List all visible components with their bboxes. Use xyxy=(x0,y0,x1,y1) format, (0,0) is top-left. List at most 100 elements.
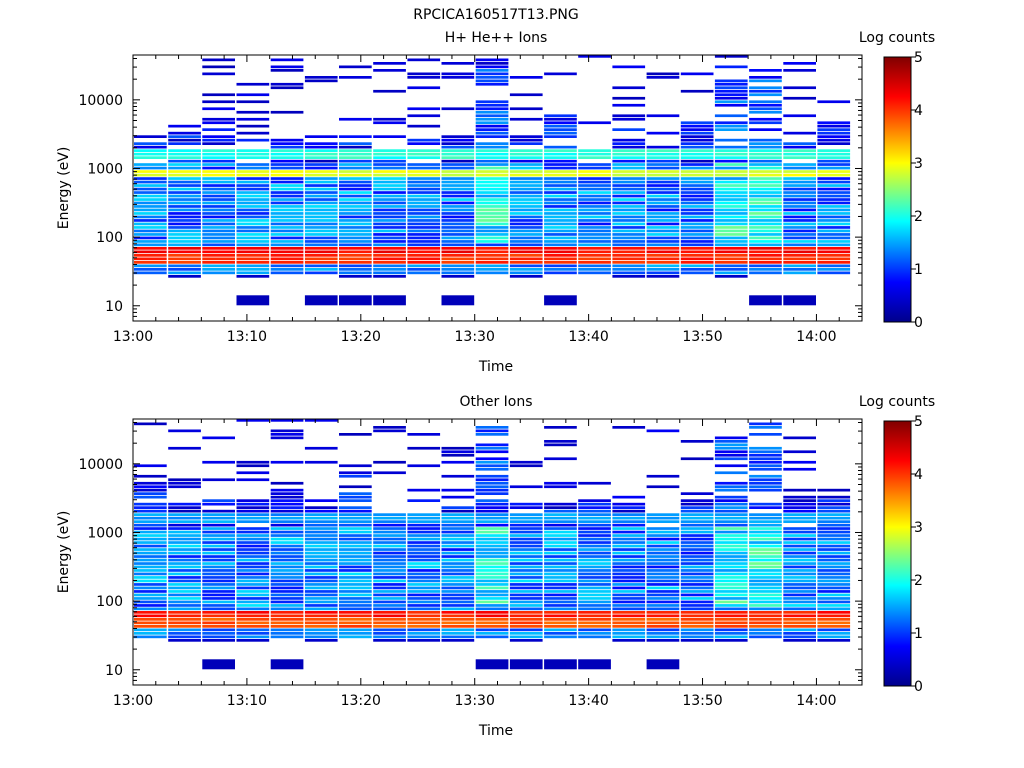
heatmap-cell xyxy=(544,481,577,485)
heatmap-cell xyxy=(339,558,372,562)
heatmap-cell xyxy=(475,121,509,125)
heatmap-cell xyxy=(168,506,201,509)
heatmap-cell xyxy=(783,212,816,215)
heatmap-cell xyxy=(475,628,509,632)
heatmap-cell xyxy=(407,548,441,551)
heatmap-cell xyxy=(509,177,543,180)
heatmap-cell xyxy=(134,145,167,149)
heatmap-cell xyxy=(168,446,201,450)
heatmap-cell xyxy=(134,576,167,579)
heatmap-cell xyxy=(373,537,406,541)
heatmap-cell xyxy=(441,243,475,247)
heatmap-cell xyxy=(714,604,748,607)
heatmap-cell xyxy=(544,593,577,597)
heatmap-cell xyxy=(339,530,372,534)
heatmap-cell xyxy=(612,138,646,142)
heatmap-cell xyxy=(134,226,167,229)
heatmap-cell xyxy=(714,509,748,513)
heatmap-cell xyxy=(304,177,338,180)
heatmap-cell xyxy=(749,625,782,628)
heatmap-cell xyxy=(236,607,270,611)
heatmap-cell xyxy=(134,523,167,527)
heatmap-cell xyxy=(270,600,304,604)
heatmap-cell xyxy=(373,69,406,72)
heatmap-cell xyxy=(339,236,372,240)
heatmap-cell xyxy=(407,583,441,586)
heatmap-cell xyxy=(680,520,714,523)
heatmap-cell xyxy=(612,562,646,565)
heatmap-cell xyxy=(202,597,235,600)
heatmap-cell xyxy=(373,572,406,576)
heatmap-cell xyxy=(509,215,543,219)
heatmap-cell xyxy=(714,170,748,173)
heatmap-cell xyxy=(680,639,714,642)
heatmap-cell xyxy=(544,229,577,233)
heatmap-cell xyxy=(680,205,714,208)
heatmap-cell xyxy=(441,257,475,261)
heatmap-cell xyxy=(168,576,201,579)
heatmap-cell xyxy=(680,264,714,268)
heatmap-cell xyxy=(202,236,235,240)
heatmap-cell xyxy=(304,506,338,509)
heatmap-cell xyxy=(646,177,680,180)
heatmap-cell xyxy=(714,240,748,243)
colorbar-tick-label: 5 xyxy=(914,50,923,66)
heatmap-cell xyxy=(714,82,748,86)
heatmap-cell xyxy=(373,295,406,306)
heatmap-cell xyxy=(783,607,816,611)
heatmap-cell xyxy=(680,618,714,621)
heatmap-cell xyxy=(680,191,714,194)
heatmap-cell xyxy=(202,163,235,166)
heatmap-cell xyxy=(714,611,748,614)
heatmap-cell xyxy=(817,621,851,625)
heatmap-cell xyxy=(578,590,611,593)
heatmap-cell xyxy=(304,562,338,565)
heatmap-cell xyxy=(612,614,646,618)
heatmap-cell xyxy=(168,544,201,548)
heatmap-cell xyxy=(544,233,577,236)
heatmap-cell xyxy=(714,163,748,166)
heatmap-cell xyxy=(714,440,748,443)
heatmap-cell xyxy=(168,513,201,516)
heatmap-cell xyxy=(612,632,646,635)
heatmap-cell xyxy=(714,149,748,152)
heatmap-cell xyxy=(270,163,304,166)
heatmap-cell xyxy=(509,541,543,544)
heatmap-cell xyxy=(680,72,714,76)
heatmap-cell xyxy=(783,628,816,632)
heatmap-cell xyxy=(134,527,167,530)
heatmap-cell xyxy=(578,194,611,198)
heatmap-cell xyxy=(407,247,441,250)
heatmap-cell xyxy=(134,236,167,240)
heatmap-cell xyxy=(373,460,406,464)
heatmap-cell xyxy=(475,76,509,79)
heatmap-cell xyxy=(749,555,782,558)
heatmap-cell xyxy=(373,222,406,226)
heatmap-cell xyxy=(646,527,680,530)
heatmap-cell xyxy=(475,544,509,548)
heatmap-cell xyxy=(578,614,611,618)
heatmap-cell xyxy=(544,247,577,250)
heatmap-cell xyxy=(475,117,509,121)
heatmap-cell xyxy=(680,243,714,247)
heatmap-cell xyxy=(202,576,235,579)
heatmap-cell xyxy=(544,530,577,534)
heatmap-cell xyxy=(783,527,816,530)
heatmap-cell xyxy=(612,569,646,572)
heatmap-cell xyxy=(817,569,851,572)
heatmap-cell xyxy=(612,65,646,69)
heatmap-cell xyxy=(236,93,270,97)
heatmap-cell xyxy=(749,534,782,537)
heatmap-cell xyxy=(714,205,748,208)
heatmap-cell xyxy=(407,250,441,254)
heatmap-cell xyxy=(509,551,543,555)
heatmap-cell xyxy=(373,635,406,639)
heatmap-cell xyxy=(749,600,782,604)
heatmap-cell xyxy=(407,187,441,191)
heatmap-cell xyxy=(749,240,782,243)
heatmap-cell xyxy=(270,254,304,257)
heatmap-cell xyxy=(270,86,304,90)
heatmap-cell xyxy=(612,495,646,499)
heatmap-cell xyxy=(373,268,406,271)
heatmap-cell xyxy=(441,628,475,632)
